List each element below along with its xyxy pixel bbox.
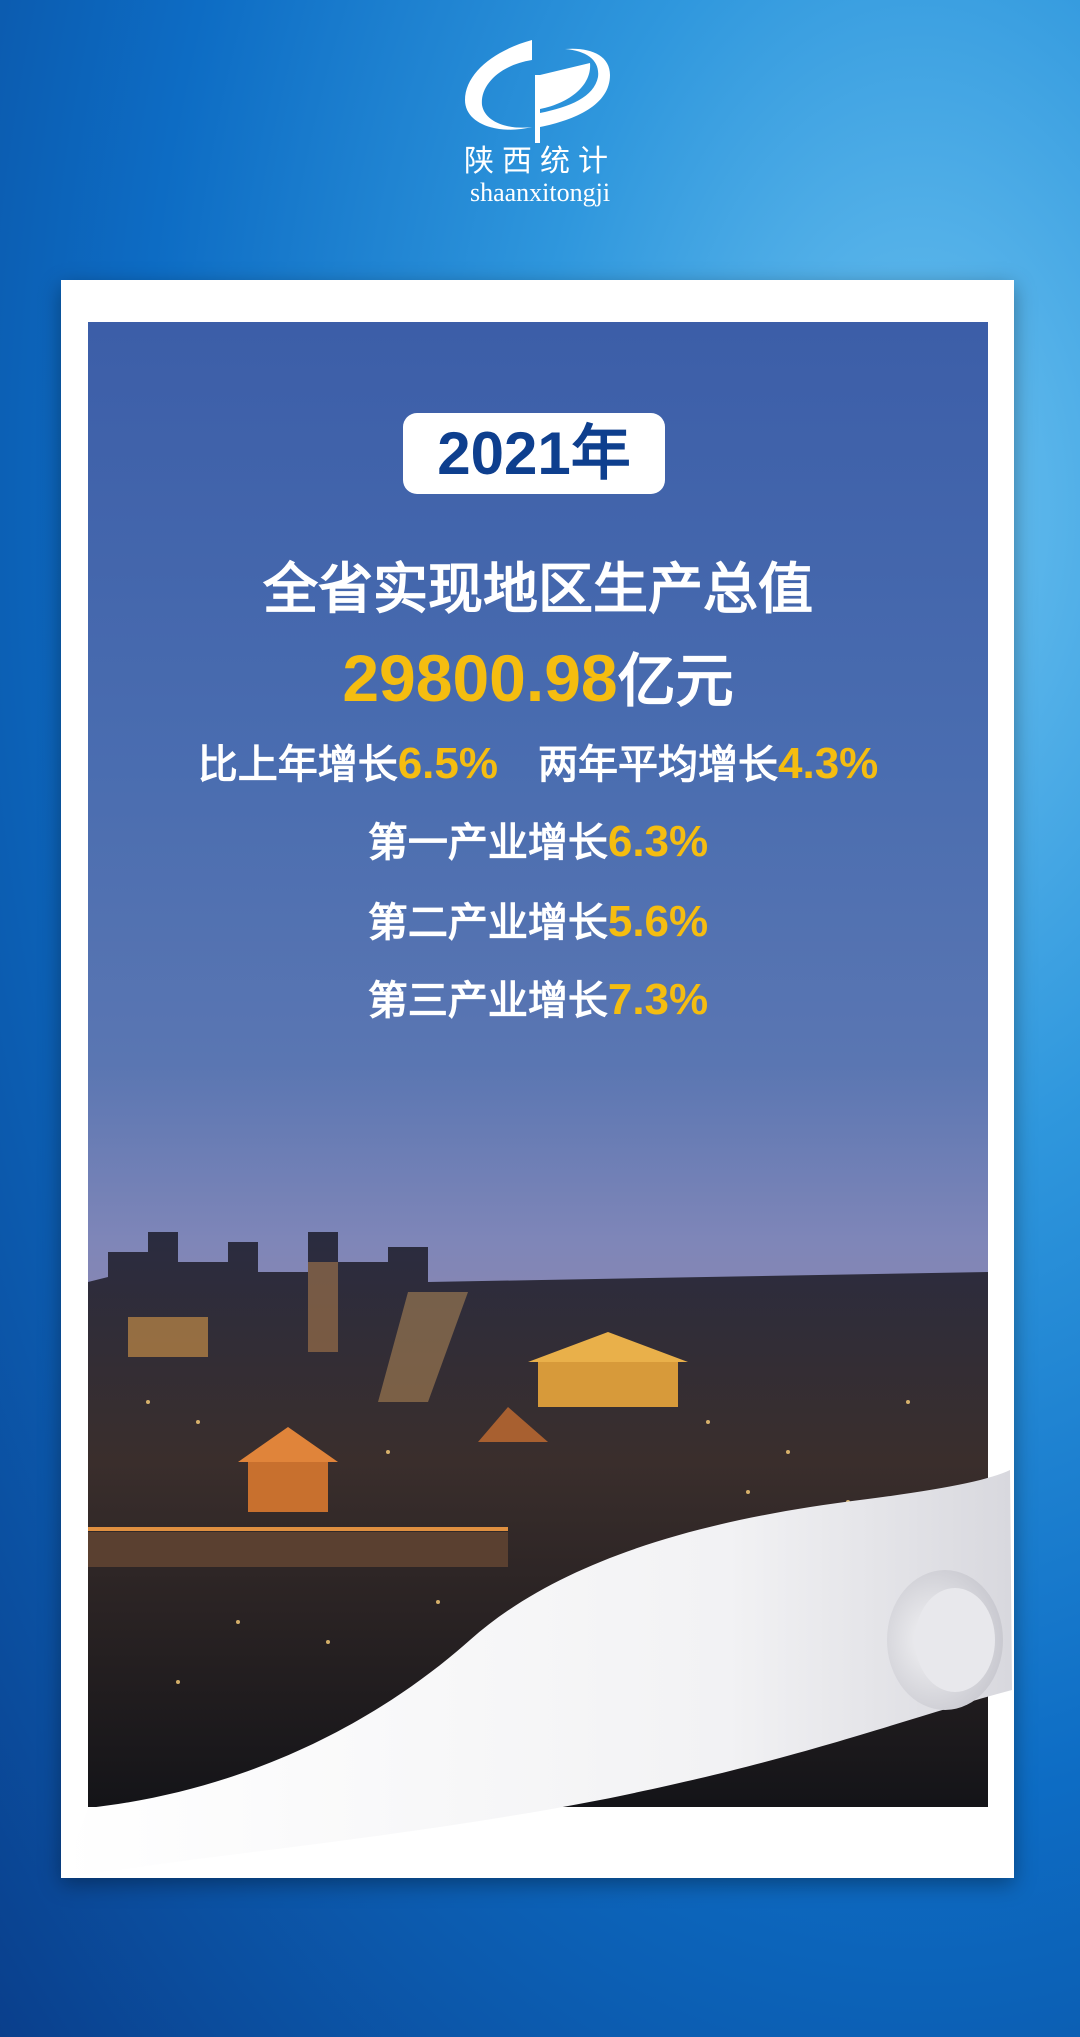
logo: 陕西统计 shaanxitongji <box>440 35 640 225</box>
industry-row: 第三产业增长7.3% <box>88 968 988 1026</box>
industry-label: 第三产业增长 <box>367 978 608 1024</box>
logo-text-cn: 陕西统计 <box>464 144 616 179</box>
growth-value: 4.3% <box>778 739 879 788</box>
logo-text-en: shaanxitongji <box>469 178 611 207</box>
industry-value: 7.3% <box>607 975 709 1024</box>
gdp-value: 29800.98 <box>342 641 618 715</box>
year-badge: 2021年 <box>403 413 665 494</box>
logo-emblem-icon <box>465 40 610 143</box>
gdp-total: 29800.98亿元 <box>88 634 988 718</box>
growth-row: 比上年增长6.5% 两年平均增长4.3% <box>88 732 988 790</box>
industry-value: 6.3% <box>607 817 709 866</box>
industry-label: 第二产业增长 <box>367 900 608 946</box>
gdp-unit: 亿元 <box>617 647 734 715</box>
headline: 全省实现地区生产总值 <box>262 557 813 621</box>
industry-row: 第二产业增长5.6% <box>88 890 988 948</box>
city-night-image <box>88 1232 988 1807</box>
industry-value: 5.6% <box>607 897 709 946</box>
industry-label: 第一产业增长 <box>367 820 608 866</box>
industry-row: 第一产业增长6.3% <box>88 810 988 868</box>
growth-value: 6.5% <box>397 739 498 788</box>
growth-label: 比上年增长 <box>197 742 398 788</box>
growth-label: 两年平均增长 <box>538 742 778 788</box>
poster-photo: 2021年 全省实现地区生产总值 29800.98亿元 比上年增长6.5% 两年平… <box>88 322 988 1807</box>
